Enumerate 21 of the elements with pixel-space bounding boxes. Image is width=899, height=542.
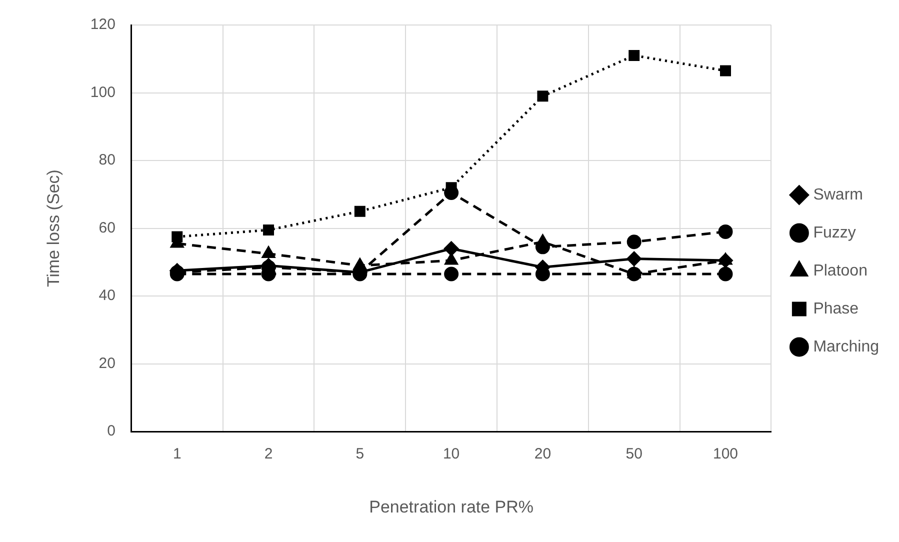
y-tick-label: 120: [90, 16, 116, 34]
x-tick-label: 10: [442, 446, 460, 463]
x-tick-label: 2: [264, 446, 273, 463]
legend-label: Marching: [813, 338, 880, 356]
y-tick-label: 20: [98, 354, 116, 372]
legend-label: Swarm: [813, 186, 863, 204]
x-tick-label: 50: [626, 446, 642, 463]
x-axis-title: Penetration rate PR%: [369, 497, 534, 516]
x-tick-label: 5: [356, 446, 364, 463]
legend-label: Fuzzy: [813, 224, 856, 242]
y-tick-label: 60: [98, 219, 116, 236]
x-tick-label: 20: [534, 446, 552, 463]
y-tick-label: 0: [107, 422, 116, 440]
x-tick-label: 100: [712, 446, 738, 463]
x-tick-label: 1: [172, 446, 182, 463]
y-tick-label: 40: [98, 287, 116, 304]
legend-label: Platoon: [813, 262, 868, 280]
y-tick-label: 80: [98, 152, 116, 169]
y-axis-title: Time loss (Sec): [44, 170, 63, 288]
y-tick-label: 100: [90, 84, 116, 101]
legend-label: Phase: [813, 300, 859, 318]
